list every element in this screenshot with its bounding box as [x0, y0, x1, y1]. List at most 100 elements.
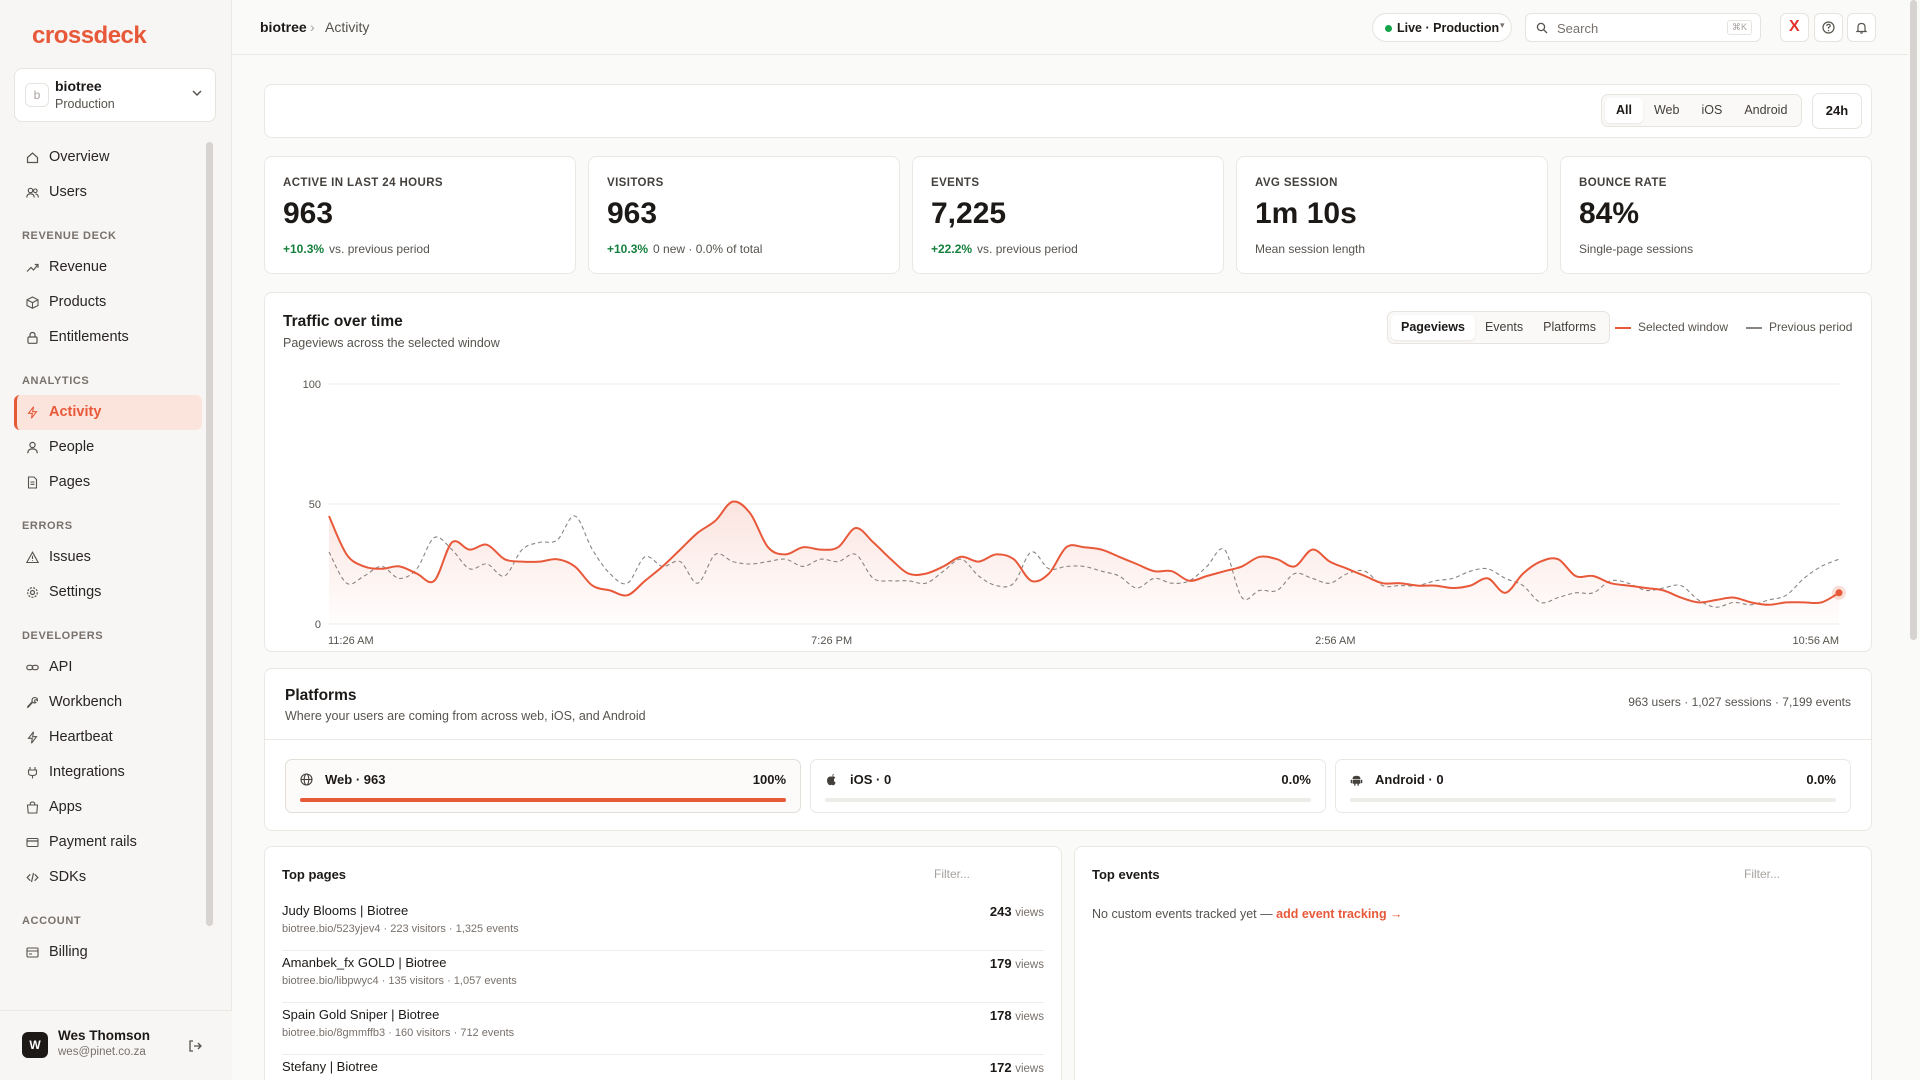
sidebar-item-sdks[interactable]: SDKs — [14, 860, 202, 895]
sidebar-item-heartbeat[interactable]: Heartbeat — [14, 720, 202, 755]
add-event-tracking-link[interactable]: add event tracking → — [1276, 907, 1403, 921]
sidebar-item-label: SDKs — [49, 869, 87, 885]
billing-icon — [26, 947, 39, 958]
plug-icon — [27, 767, 38, 779]
table-row[interactable]: Amanbek_fx GOLD | Biotree biotree.bio/li… — [282, 951, 1044, 1003]
platform-label: Web · 963 — [325, 772, 386, 787]
breadcrumb-current: Activity — [325, 19, 370, 35]
sidebar-item-products[interactable]: Products — [14, 285, 202, 320]
sidebar-item-integrations[interactable]: Integrations — [14, 755, 202, 790]
stat-note: vs. previous period — [329, 242, 430, 256]
brand-logo[interactable]: crossdeck — [32, 22, 147, 49]
empty-state-text: No custom events tracked yet — — [1092, 907, 1273, 921]
sidebar-item-entitlements[interactable]: Entitlements — [14, 320, 202, 355]
filter-bar: All Web iOS Android 24h — [264, 84, 1872, 138]
stat-label: ACTIVE IN LAST 24 HOURS — [283, 177, 443, 189]
sidebar-item-label: Revenue — [49, 259, 108, 275]
platform-filter-all[interactable]: All — [1605, 98, 1643, 123]
platform-progress-track — [1350, 798, 1836, 802]
platform-ios[interactable]: iOS · 0 0.0% — [810, 759, 1326, 813]
link-icon — [26, 664, 39, 671]
top-pages-filter-input[interactable]: Filter... — [934, 867, 971, 881]
sidebar-item-workbench[interactable]: Workbench — [14, 685, 202, 720]
sidebar-item-settings[interactable]: Settings — [14, 575, 202, 610]
sidebar-item-overview[interactable]: Overview — [14, 140, 202, 175]
card-icon — [26, 837, 39, 848]
tab-events[interactable]: Events — [1484, 320, 1524, 334]
sidebar-item-revenue[interactable]: Revenue — [14, 250, 202, 285]
stat-label: AVG SESSION — [1255, 177, 1338, 189]
nav-spacer — [14, 500, 202, 516]
top-bar: biotree › Activity Live · Production ▾ S… — [232, 0, 1908, 55]
help-button[interactable] — [1814, 13, 1843, 42]
sidebar-item-label: Integrations — [49, 764, 125, 780]
sidebar-item-users[interactable]: Users — [14, 175, 202, 210]
user-email: wes@pinet.co.za — [58, 1046, 146, 1058]
sidebar-scrollbar[interactable] — [206, 142, 213, 926]
sidebar-item-apps[interactable]: Apps — [14, 790, 202, 825]
platform-filter-android[interactable]: Android — [1744, 103, 1788, 117]
page-scrollbar[interactable] — [1910, 0, 1917, 640]
sidebar-item-pages[interactable]: Pages — [14, 465, 202, 500]
sidebar-item-people[interactable]: People — [14, 430, 202, 465]
search-shortcut: ⌘K — [1726, 20, 1752, 35]
environment-selector[interactable]: Live · Production ▾ — [1372, 13, 1512, 42]
sidebar-item-label: People — [49, 439, 95, 455]
sidebar-item-activity[interactable]: Activity — [14, 395, 202, 430]
platform-progress-fill — [300, 798, 786, 802]
table-row[interactable]: Stefany | Biotree 172 views — [282, 1055, 1044, 1080]
logout-icon[interactable] — [188, 1039, 202, 1053]
stat-value: 1m 10s — [1255, 197, 1357, 230]
sidebar-nav: Overview Users REVENUE DECK Revenue Products… — [14, 140, 202, 970]
chart-metric-tabs: Pageviews Events Platforms — [1387, 311, 1610, 344]
top-events-filter-input[interactable]: Filter... — [1744, 867, 1781, 881]
sidebar-item-label: Products — [49, 294, 107, 310]
x-social-button[interactable]: X — [1780, 13, 1809, 42]
page-views-count: 179 — [989, 956, 1012, 971]
workspace-env: Production — [55, 97, 115, 111]
platform-android[interactable]: Android · 0 0.0% — [1335, 759, 1851, 813]
user-menu[interactable]: W Wes Thomson wes@pinet.co.za — [0, 1010, 232, 1080]
platform-filter-web[interactable]: Web — [1653, 103, 1680, 117]
environment-label: Live · Production — [1397, 21, 1500, 35]
platform-progress-track — [300, 798, 786, 802]
top-pages-title: Top pages — [282, 867, 347, 882]
stat-footnote: +10.3% 0 new · 0.0% of total — [607, 242, 762, 256]
tab-platforms[interactable]: Platforms — [1543, 320, 1596, 334]
stat-footnote: Mean session length — [1255, 242, 1365, 256]
stat-delta: +10.3% — [283, 242, 325, 256]
latest-point-marker — [1835, 589, 1843, 597]
workspace-switcher[interactable]: b biotree Production — [14, 68, 216, 122]
tab-pageviews[interactable]: Pageviews — [1391, 315, 1475, 340]
bolt-icon — [27, 406, 38, 419]
platform-percent: 0.0% — [1806, 772, 1836, 787]
sidebar-item-api[interactable]: API — [14, 650, 202, 685]
platforms-title: Platforms — [285, 687, 357, 704]
sidebar-item-label: Billing — [49, 944, 88, 960]
globe-icon — [300, 773, 313, 786]
bolt-icon — [27, 731, 38, 744]
traffic-chart-card: Traffic over time Pageviews across the s… — [264, 292, 1872, 652]
platform-percent: 0.0% — [1281, 772, 1311, 787]
breadcrumb-workspace[interactable]: biotree — [260, 19, 307, 35]
trend-icon — [26, 263, 39, 272]
table-row[interactable]: Spain Gold Sniper | Biotree biotree.bio/… — [282, 1003, 1044, 1055]
traffic-chart[interactable]: 100 50 0 11:26 AM 7:26 PM 2:56 AM 10:56 AM — [265, 293, 1871, 651]
platform-web[interactable]: Web · 963 100% — [285, 759, 801, 813]
page-meta: biotree.bio/libpwyc4 · 135 visitors · 1,… — [282, 975, 517, 987]
search-input[interactable]: Search ⌘K — [1525, 13, 1761, 42]
time-range-button[interactable]: 24h — [1812, 93, 1862, 129]
legend-swatch — [1615, 326, 1631, 329]
notifications-button[interactable] — [1847, 13, 1876, 42]
search-icon — [1536, 22, 1548, 34]
stat-note: 0 new · 0.0% of total — [653, 242, 763, 256]
sidebar-item-label: Workbench — [49, 694, 123, 710]
sidebar-item-issues[interactable]: Issues — [14, 540, 202, 575]
series-area-selected-window — [329, 501, 1839, 624]
sidebar-item-billing[interactable]: Billing — [14, 935, 202, 970]
sidebar-item-payment-rails[interactable]: Payment rails — [14, 825, 202, 860]
table-row[interactable]: Judy Blooms | Biotree biotree.bio/523yje… — [282, 899, 1044, 951]
stat-value: 963 — [283, 197, 334, 230]
android-icon — [1350, 775, 1363, 786]
platform-filter-ios[interactable]: iOS — [1701, 103, 1723, 117]
